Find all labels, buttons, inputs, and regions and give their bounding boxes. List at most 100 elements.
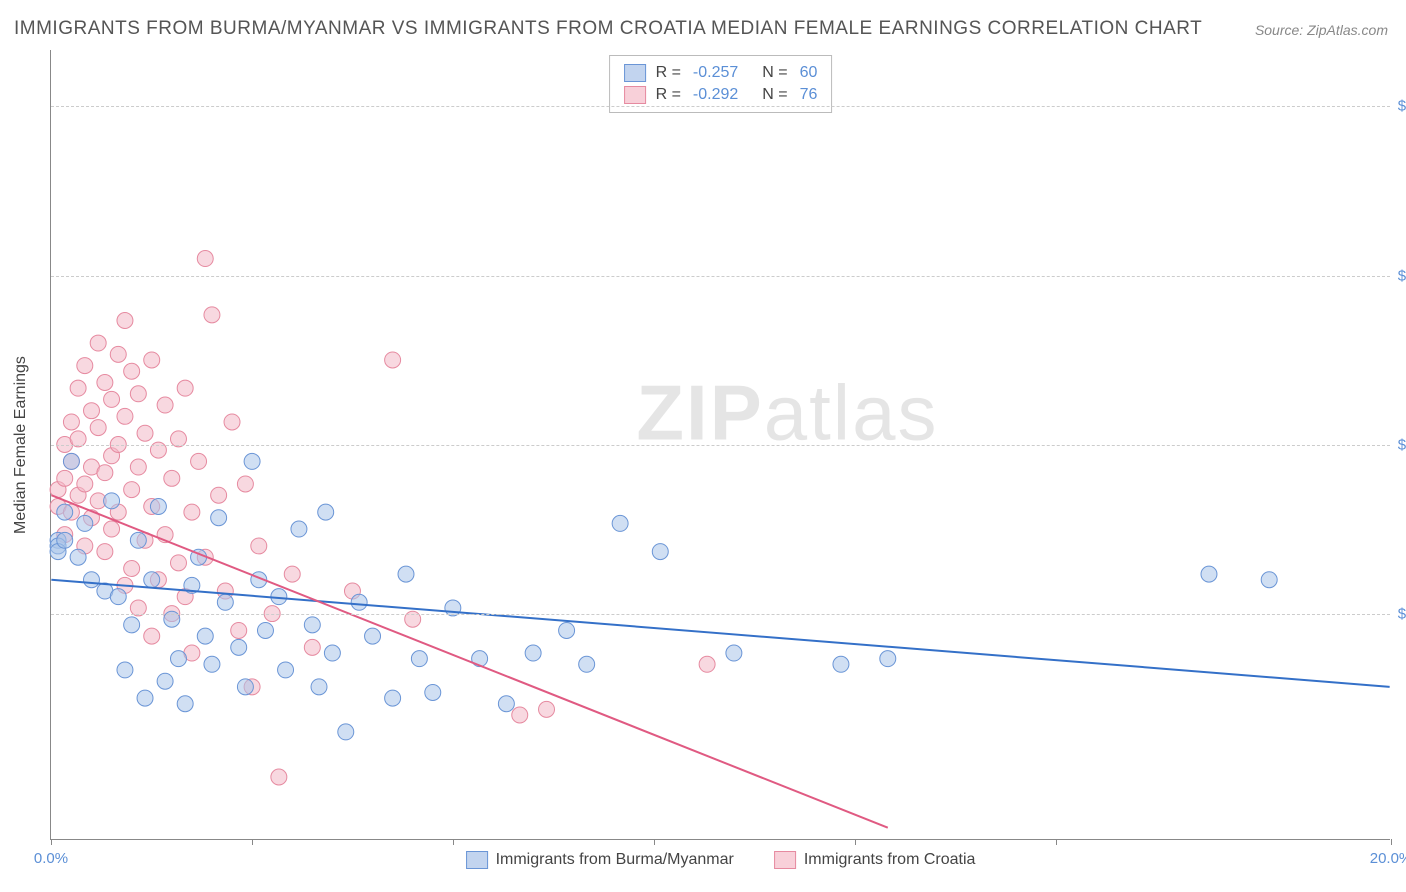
data-point <box>398 566 414 582</box>
data-point <box>124 617 140 633</box>
y-tick-label: $80,000 <box>1394 98 1406 115</box>
x-tick-label: 0.0% <box>34 850 68 867</box>
data-point <box>130 459 146 475</box>
data-point <box>211 510 227 526</box>
data-point <box>70 380 86 396</box>
data-point <box>170 651 186 667</box>
data-point <box>84 572 100 588</box>
data-point <box>365 628 381 644</box>
data-point <box>124 363 140 379</box>
data-point <box>231 622 247 638</box>
data-point <box>324 645 340 661</box>
data-point <box>699 656 715 672</box>
data-point <box>77 515 93 531</box>
y-axis-title: Median Female Earnings <box>12 356 30 534</box>
data-point <box>512 707 528 723</box>
data-point <box>77 476 93 492</box>
data-point <box>1201 566 1217 582</box>
data-point <box>880 651 896 667</box>
data-point <box>144 628 160 644</box>
data-point <box>257 622 273 638</box>
data-point <box>130 386 146 402</box>
data-point <box>833 656 849 672</box>
data-point <box>231 639 247 655</box>
legend-label-blue: Immigrants from Burma/Myanmar <box>496 851 734 869</box>
data-point <box>110 589 126 605</box>
data-point <box>184 504 200 520</box>
data-point <box>130 532 146 548</box>
data-point <box>338 724 354 740</box>
data-point <box>90 335 106 351</box>
data-point <box>385 352 401 368</box>
plot-area: Median Female Earnings ZIPatlas R = -0.2… <box>50 50 1390 840</box>
data-point <box>170 555 186 571</box>
data-point <box>144 352 160 368</box>
data-point <box>559 622 575 638</box>
data-point <box>57 504 73 520</box>
legend-label-pink: Immigrants from Croatia <box>804 851 976 869</box>
data-point <box>224 414 240 430</box>
data-point <box>124 482 140 498</box>
data-point <box>177 380 193 396</box>
legend-swatch-pink-icon <box>774 851 796 869</box>
data-point <box>110 346 126 362</box>
data-point <box>304 639 320 655</box>
data-point <box>197 251 213 267</box>
y-tick-label: $35,000 <box>1394 606 1406 623</box>
data-point <box>579 656 595 672</box>
data-point <box>311 679 327 695</box>
legend-swatch-blue-icon <box>466 851 488 869</box>
data-point <box>97 544 113 560</box>
data-point <box>211 487 227 503</box>
x-tick-label: 20.0% <box>1370 850 1406 867</box>
source-label: Source: ZipAtlas.com <box>1255 22 1388 38</box>
data-point <box>63 453 79 469</box>
chart-title: IMMIGRANTS FROM BURMA/MYANMAR VS IMMIGRA… <box>14 18 1202 40</box>
data-point <box>204 656 220 672</box>
legend-item-blue: Immigrants from Burma/Myanmar <box>466 851 734 869</box>
data-point <box>97 465 113 481</box>
data-point <box>278 662 294 678</box>
data-point <box>244 453 260 469</box>
legend-bottom: Immigrants from Burma/Myanmar Immigrants… <box>466 851 976 869</box>
data-point <box>304 617 320 633</box>
data-point <box>191 453 207 469</box>
data-point <box>63 414 79 430</box>
data-point <box>104 493 120 509</box>
data-point <box>157 397 173 413</box>
data-point <box>612 515 628 531</box>
data-point <box>204 307 220 323</box>
data-point <box>104 521 120 537</box>
data-point <box>137 690 153 706</box>
data-point <box>197 628 213 644</box>
data-point <box>237 679 253 695</box>
data-point <box>1261 572 1277 588</box>
data-point <box>652 544 668 560</box>
data-point <box>90 420 106 436</box>
data-point <box>117 313 133 329</box>
data-point <box>271 769 287 785</box>
data-point <box>539 701 555 717</box>
data-point <box>150 499 166 515</box>
data-point <box>351 594 367 610</box>
data-point <box>84 403 100 419</box>
data-point <box>237 476 253 492</box>
data-point <box>117 662 133 678</box>
data-point <box>97 375 113 391</box>
data-point <box>57 532 73 548</box>
data-point <box>291 521 307 537</box>
data-point <box>137 425 153 441</box>
data-point <box>525 645 541 661</box>
data-point <box>117 408 133 424</box>
data-point <box>77 358 93 374</box>
data-point <box>104 391 120 407</box>
data-point <box>251 538 267 554</box>
trend-line <box>51 580 1389 687</box>
data-point <box>70 549 86 565</box>
legend-item-pink: Immigrants from Croatia <box>774 851 976 869</box>
data-point <box>318 504 334 520</box>
data-point <box>177 696 193 712</box>
data-point <box>726 645 742 661</box>
data-point <box>284 566 300 582</box>
data-point <box>57 470 73 486</box>
